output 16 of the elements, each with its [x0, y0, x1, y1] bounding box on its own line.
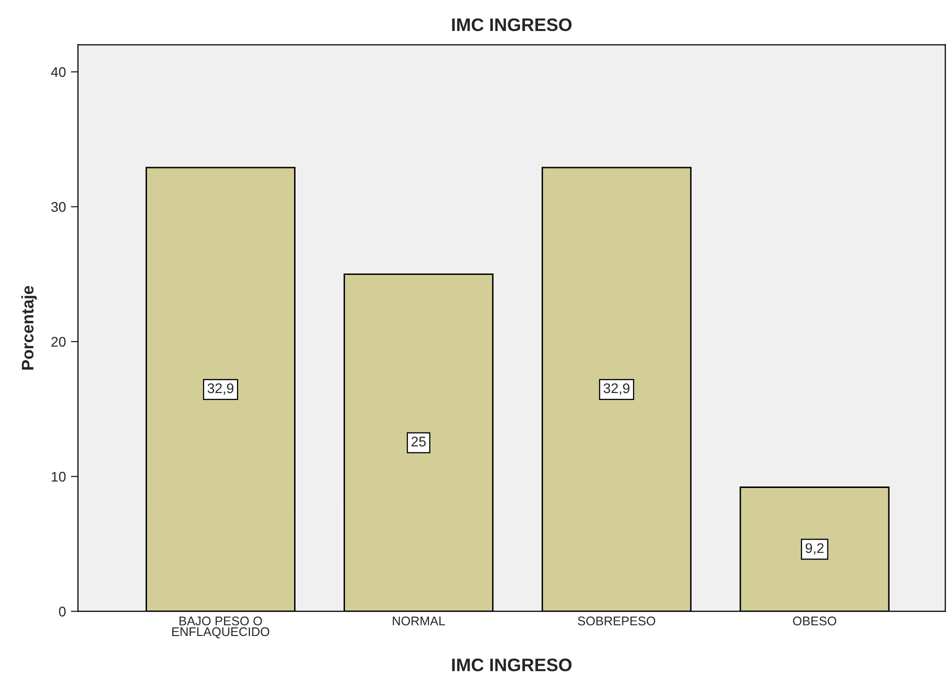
x-tick-label: NORMAL: [392, 616, 445, 626]
data-label: 25: [412, 436, 426, 446]
y-tick-label: 20: [51, 336, 66, 347]
x-axis-title: IMC INGRESO: [452, 658, 572, 672]
y-tick-label: 40: [51, 67, 66, 77]
x-tick-label: BAJO PESO O ENFLAQUECIDO: [172, 616, 270, 638]
chart-title: IMC INGRESO: [452, 18, 572, 32]
data-label: 32,9: [604, 383, 630, 395]
y-tick-label: 30: [51, 202, 66, 212]
y-axis-title: Porcentaje: [21, 286, 37, 370]
data-label: 9,2: [806, 543, 824, 555]
data-label: 32,9: [208, 383, 234, 395]
x-tick-label: OBESO: [792, 616, 836, 626]
y-tick-label: 10: [52, 472, 66, 482]
y-tick-label: 0: [58, 606, 66, 617]
x-tick-label: SOBREPESO: [578, 616, 656, 626]
